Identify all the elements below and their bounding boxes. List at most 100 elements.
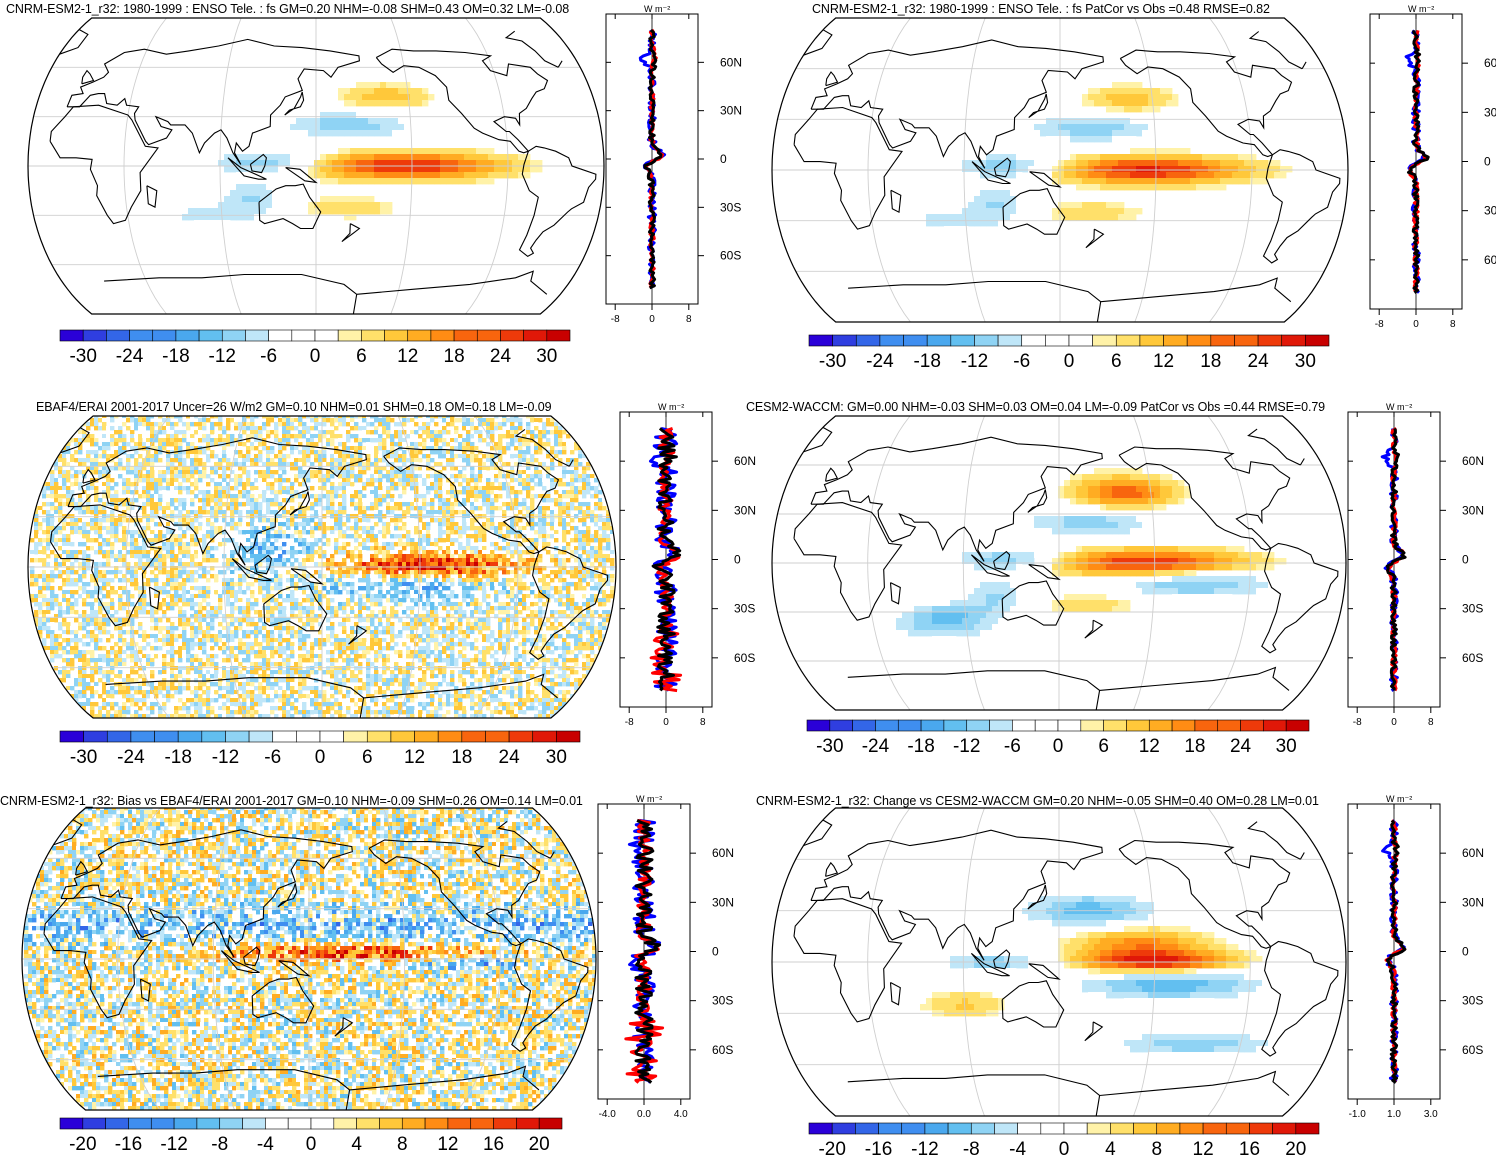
colorbar-segment — [407, 329, 432, 342]
x-tick-label: 1.0 — [1387, 1109, 1401, 1120]
unit-label: W m⁻² — [1386, 794, 1412, 804]
colorbar-segment — [538, 1117, 563, 1130]
colorbar-segment — [1263, 719, 1287, 732]
lat-label: 60 — [1484, 56, 1496, 70]
colorbar-segment — [1103, 719, 1127, 732]
zonal-mean-curve — [649, 426, 683, 693]
unit-label: W m⁻² — [658, 402, 684, 412]
lat-label: 30N — [1462, 895, 1484, 909]
colorbar-segment — [1139, 334, 1164, 347]
lat-label: 30S — [1462, 602, 1483, 616]
lat-label: 60S — [734, 651, 755, 665]
colorbar-label: 6 — [356, 346, 367, 367]
colorbar-segment — [532, 730, 557, 743]
colorbar-segment — [314, 329, 339, 342]
colorbar-segment — [1086, 1122, 1111, 1135]
colorbar-segment — [493, 1117, 517, 1130]
colorbar-segment — [384, 329, 409, 342]
x-tick-label: 8 — [1450, 319, 1456, 330]
colorbar-segment — [966, 719, 990, 732]
colorbar-segment — [1202, 1122, 1227, 1135]
lat-label: 60N — [1462, 846, 1484, 860]
coastlines — [793, 426, 1339, 710]
lat-label: 0 — [734, 553, 741, 567]
colorbar-label: -6 — [1004, 736, 1021, 757]
colorbar-segment — [424, 1117, 449, 1130]
colorbar-segment — [1240, 719, 1264, 732]
colorbar-segment — [59, 1117, 84, 1130]
zonal-mean-plot: W m⁻² 60N 30N 0 30S 60S -4.0 0.0 4.0 — [597, 794, 734, 1120]
colorbar-segment — [989, 719, 1013, 732]
unit-label: W m⁻² — [1408, 4, 1434, 14]
colorbar-segment — [903, 334, 928, 347]
lat-label: 60S — [1462, 1043, 1483, 1057]
colorbar-segment — [106, 730, 132, 743]
colorbar-label: 6 — [1111, 351, 1122, 372]
colorbar-segment — [855, 334, 881, 347]
panel-title: CNRM-ESM2-1_r32: Change vs CESM2-WACCM G… — [756, 794, 1319, 808]
colorbar-segment — [291, 329, 316, 342]
zonal-mean-curve — [1385, 819, 1407, 1084]
colorbar-label: -16 — [115, 1134, 142, 1155]
colorbar-segment — [516, 1117, 540, 1130]
lat-label: 30 — [1484, 204, 1496, 218]
colorbar-segment — [878, 1122, 903, 1135]
colorbar-segment — [1186, 334, 1212, 347]
map-border — [27, 17, 605, 315]
colorbar-label: -6 — [264, 747, 281, 768]
colorbar-segment — [1017, 1122, 1042, 1135]
colorbar-label: 30 — [546, 747, 567, 768]
map-field — [22, 808, 596, 1110]
map-field — [772, 808, 1346, 1116]
lat-label: 0 — [1462, 945, 1469, 959]
x-tick-label: -8 — [625, 717, 634, 728]
global-map — [27, 17, 605, 315]
coastlines — [49, 427, 609, 718]
colorbar-segment — [177, 730, 203, 743]
colorbar-label: 12 — [397, 346, 418, 367]
colorbar-label: 18 — [1200, 351, 1221, 372]
colorbar-segment — [83, 730, 108, 743]
colorbar: -30 -24 -18 -12 -6 0 6 12 18 24 30 — [59, 329, 571, 367]
colorbar-label: 4 — [351, 1134, 362, 1155]
colorbar-segment — [1068, 334, 1093, 347]
colorbar-segment — [152, 329, 177, 342]
colorbar-segment — [920, 719, 945, 732]
colorbar-segment — [265, 1117, 289, 1130]
colorbar-segment — [59, 329, 84, 342]
colorbar-label: -16 — [865, 1139, 892, 1157]
map-border — [771, 17, 1349, 323]
colorbar-segment — [150, 1117, 175, 1130]
x-tick-label: -8 — [1353, 717, 1362, 728]
colorbar-segment — [1110, 1122, 1134, 1135]
colorbar-segment — [242, 1117, 266, 1130]
colorbar-segment — [245, 329, 269, 342]
colorbar-label: 16 — [483, 1134, 504, 1155]
colorbar-label: -24 — [116, 346, 144, 367]
zonal-mean-plot: W m⁻² 60N 30N 0 30S 60S -8 0 8 — [619, 402, 756, 728]
colorbar-label: 0 — [315, 747, 326, 768]
lat-label: 0 — [1484, 155, 1491, 169]
colorbar-segment — [947, 1122, 972, 1135]
map-border — [21, 807, 597, 1111]
colorbar-segment — [1210, 334, 1235, 347]
colorbar-segment — [831, 1122, 856, 1135]
colorbar-segment — [926, 334, 952, 347]
panel-title: EBAF4/ERAI 2001-2017 Uncer=26 W/m2 GM=0.… — [36, 400, 552, 414]
colorbar-label: -12 — [212, 747, 239, 768]
x-tick-label: 0 — [1413, 319, 1419, 330]
colorbar-segment — [1057, 719, 1082, 732]
zonal-mean-curve — [651, 427, 682, 692]
colorbar-segment — [296, 730, 321, 743]
lat-label: 60S — [720, 249, 741, 263]
colorbar-label: 0 — [1064, 351, 1075, 372]
colorbar-segment — [356, 1117, 380, 1130]
colorbar-label: 24 — [490, 346, 512, 367]
colorbar-segment — [128, 1117, 152, 1130]
lat-label: 30S — [1462, 994, 1483, 1008]
colorbar-segment — [287, 1117, 312, 1130]
colorbar-segment — [470, 1117, 494, 1130]
colorbar-segment — [461, 730, 486, 743]
colorbar-segment — [970, 1122, 995, 1135]
colorbar-segment — [361, 329, 385, 342]
